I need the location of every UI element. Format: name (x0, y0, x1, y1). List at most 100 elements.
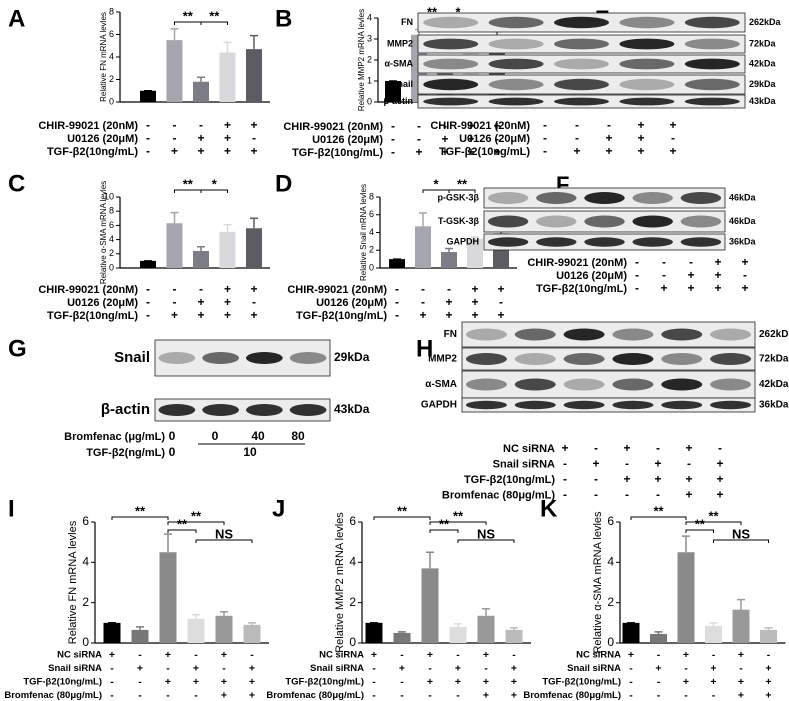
bar (103, 622, 121, 643)
condition-sign: - (146, 131, 150, 145)
condition-sign: + (483, 689, 489, 701)
condition-sign: - (417, 132, 421, 146)
blot-size-label: 262kDa (749, 17, 782, 27)
condition-sign: - (687, 457, 691, 471)
condition-sign: + (249, 676, 255, 688)
blot-row-label: Snail (391, 79, 413, 89)
condition-sign: + (497, 308, 504, 322)
condition-sign: + (165, 676, 171, 688)
condition-label: NC siRNA (319, 650, 364, 661)
error-bar (192, 614, 200, 619)
condition-sign: - (712, 689, 716, 701)
blot-band (514, 400, 556, 410)
blot-band (563, 378, 605, 391)
y-axis-title: Relative FN mRNA levles (99, 12, 108, 102)
condition-sign: - (607, 118, 611, 132)
panel-letter: H (416, 335, 433, 362)
condition-sign: - (417, 119, 421, 133)
condition-sign: - (635, 255, 639, 269)
condition-sign: - (421, 282, 425, 296)
significance-label: ** (183, 176, 194, 191)
condition-label: TGF-β2(10ng/mL) (285, 677, 364, 688)
blot-band (423, 58, 479, 70)
condition-sign: + (419, 308, 426, 322)
blot-band (612, 353, 654, 365)
condition-value: 40 (251, 429, 265, 443)
bar (677, 552, 695, 643)
blot-size-label: 262kDa (759, 329, 789, 340)
y-tick-label: 6 (109, 220, 114, 230)
condition-sign: + (741, 281, 748, 295)
significance-label: ** (439, 516, 450, 531)
condition-sign: + (193, 676, 199, 688)
blot-band (488, 38, 544, 50)
condition-sign: - (543, 144, 547, 158)
significance-label: ** (183, 8, 194, 23)
condition-label: NC siRNA (503, 443, 555, 455)
condition-label: U0126 (20μM) (459, 133, 530, 145)
bar (732, 609, 750, 643)
condition-label: U0126 (20μM) (316, 297, 387, 309)
condition-sign: + (687, 281, 694, 295)
significance-label: * (455, 4, 461, 19)
condition-sign: + (493, 119, 500, 133)
condition-sign: + (660, 281, 667, 295)
condition-sign: - (657, 689, 661, 701)
condition-label: Bromfenac (80μg/mL) (523, 690, 621, 701)
y-tick-label: 4 (109, 51, 114, 61)
condition-sign: - (657, 676, 661, 688)
blot-band (584, 237, 625, 247)
y-tick-label: 6 (607, 514, 614, 528)
condition-label: U0126 (20μM) (67, 297, 138, 309)
bar (505, 629, 523, 643)
condition-sign: + (224, 295, 231, 309)
condition-sign: + (221, 649, 227, 661)
error-bar (419, 212, 427, 227)
condition-sign: + (716, 472, 723, 486)
condition-sign: + (165, 649, 171, 661)
significance-label: ** (708, 508, 719, 523)
condition-label: Bromfenac (80μg/mL) (266, 690, 364, 701)
y-tick-label: 2 (367, 54, 372, 64)
panel-letter: D (275, 170, 292, 197)
y-tick-label: 2 (349, 595, 356, 609)
error-bar (709, 622, 718, 626)
condition-sign: - (629, 676, 633, 688)
condition-sign: + (714, 281, 721, 295)
blot-band (632, 237, 673, 247)
blot-band (619, 97, 675, 106)
y-tick-label: 0 (369, 262, 374, 272)
blot-size-label: 29kDa (749, 79, 777, 89)
condition-sign: + (669, 118, 676, 132)
condition-sign: - (662, 268, 666, 282)
blot-band (423, 78, 479, 91)
y-axis-title: Relative MMP2 mRNA levles (334, 512, 346, 653)
bar (393, 632, 411, 643)
blot-band (554, 16, 609, 29)
condition-sign: - (173, 282, 177, 296)
condition-sign: - (671, 131, 675, 145)
condition-sign: + (467, 145, 474, 159)
condition-sign: + (714, 255, 721, 269)
condition-sign: + (497, 282, 504, 296)
condition-sign: - (146, 144, 150, 158)
panel-letter: K (540, 495, 558, 522)
condition-sign: + (224, 118, 231, 132)
blot-strip (154, 398, 331, 422)
condition-sign: + (623, 472, 630, 486)
blot-band (710, 400, 752, 410)
condition-sign: - (456, 689, 460, 701)
condition-sign: - (625, 457, 629, 471)
condition-value: 0 (169, 445, 176, 459)
condition-sign: + (445, 295, 452, 309)
condition-sign: + (765, 662, 771, 674)
condition-sign: + (250, 282, 257, 296)
condition-sign: + (511, 662, 517, 674)
condition-sign: - (625, 488, 629, 502)
condition-label: Bromfenac (80μg/mL) (442, 489, 555, 501)
y-tick-label: 2 (82, 595, 89, 609)
error-bar (220, 610, 228, 616)
blot-band (514, 328, 556, 341)
condition-label: NC siRNA (576, 650, 621, 661)
